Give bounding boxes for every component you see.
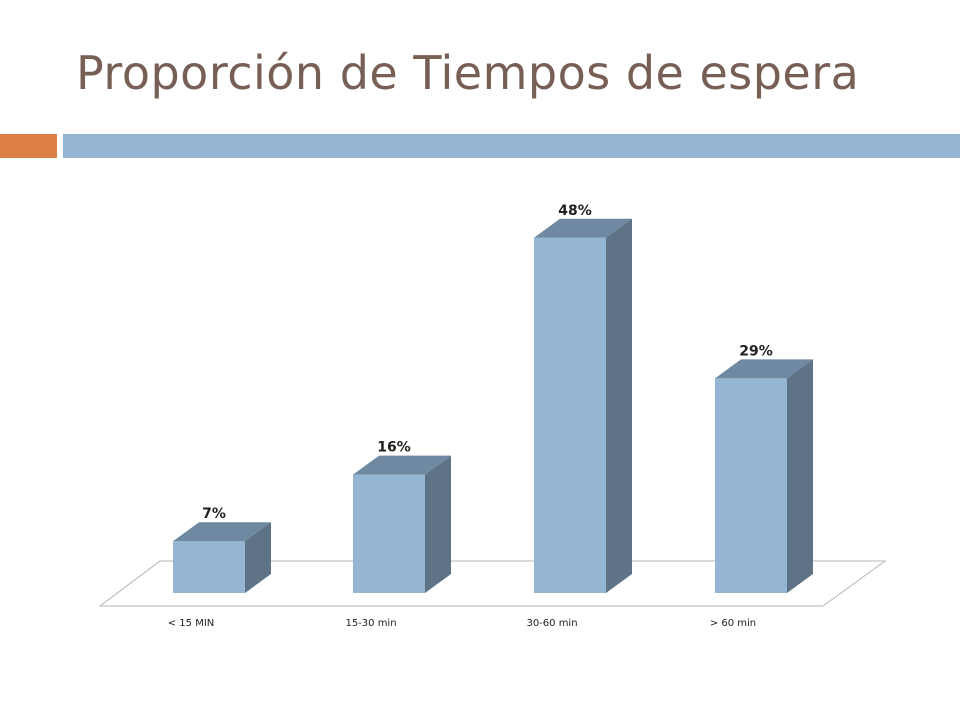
- bar-side: [606, 218, 632, 594]
- label-group: 7% < 15 MIN 16% 15-30 min 48% 30-60 min 29% > 6…: [168, 203, 773, 629]
- bar-2: [353, 455, 451, 593]
- value-label: 29%: [739, 343, 773, 359]
- bar-top: [715, 359, 813, 379]
- bar-group: [173, 218, 813, 594]
- bar-front: [173, 541, 245, 593]
- slide-title: Proporción de Tiempos de espera: [76, 46, 860, 100]
- chart-floor: [98, 560, 887, 607]
- bar-front: [353, 474, 425, 593]
- bar-side: [787, 359, 813, 593]
- bar-front: [715, 378, 787, 593]
- bar-3: [534, 218, 632, 594]
- bar-side: [245, 522, 271, 593]
- value-label: 7%: [202, 506, 226, 522]
- title-accent-bar: [0, 134, 57, 158]
- bar-top: [173, 522, 271, 542]
- title-rule-bar: [63, 134, 960, 158]
- bar-4: [715, 359, 813, 593]
- value-label: 16%: [377, 440, 411, 456]
- category-label: < 15 MIN: [168, 618, 215, 629]
- bar-top: [353, 455, 451, 475]
- bar-side: [425, 455, 451, 593]
- bar-1: [173, 522, 271, 593]
- value-label: 48%: [558, 203, 592, 219]
- bar-front: [534, 237, 606, 594]
- category-label: 30-60 min: [526, 618, 577, 629]
- category-label: > 60 min: [710, 618, 756, 629]
- category-label: 15-30 min: [345, 618, 396, 629]
- bar-top: [534, 218, 632, 238]
